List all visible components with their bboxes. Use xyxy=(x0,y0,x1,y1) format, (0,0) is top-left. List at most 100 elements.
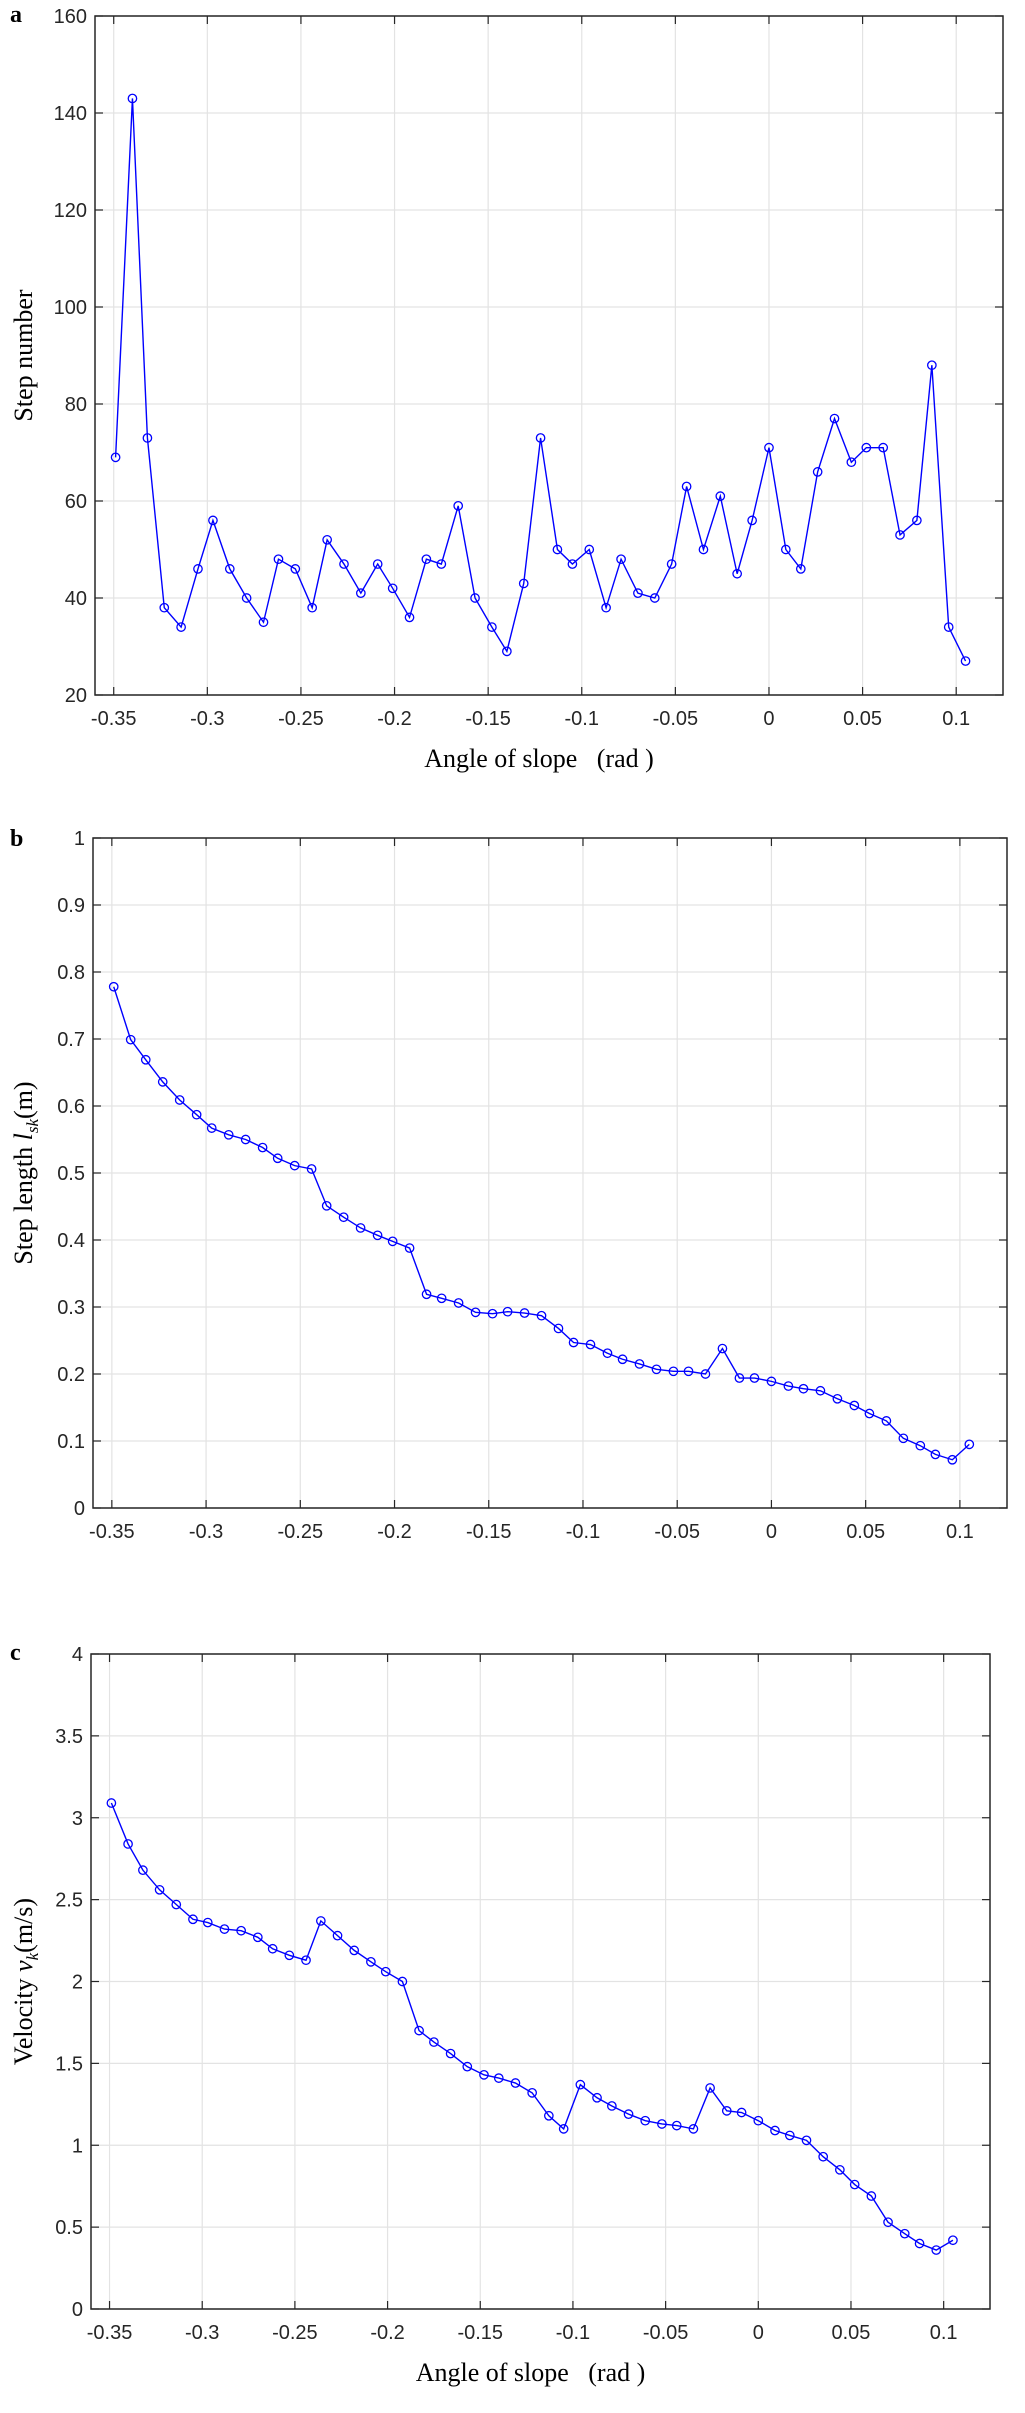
x-tick-label: 0.05 xyxy=(843,708,882,730)
y-tick-label: 0.4 xyxy=(57,1230,85,1252)
data-point-marker xyxy=(301,1955,311,1966)
data-point-marker xyxy=(123,1839,133,1849)
x-tick-label: -0.2 xyxy=(370,2322,404,2344)
data-point-marker xyxy=(224,564,235,574)
data-point-marker xyxy=(683,1366,694,1377)
data-series-line xyxy=(110,1802,954,2251)
data-point-marker xyxy=(764,442,774,453)
data-point-marker xyxy=(171,1899,182,1910)
x-tick-label: -0.35 xyxy=(91,708,137,730)
data-point-marker xyxy=(668,1366,679,1377)
data-point-marker xyxy=(272,1153,283,1164)
data-point-marker xyxy=(899,2228,910,2239)
x-tick-label: 0.05 xyxy=(832,2322,871,2344)
data-point-marker xyxy=(518,578,529,589)
y-tick-label: 0.6 xyxy=(57,1096,85,1118)
data-point-marker xyxy=(960,656,971,666)
data-point-marker xyxy=(289,1160,300,1171)
data-point-marker xyxy=(453,1298,464,1308)
x-tick-label: 0 xyxy=(753,2322,764,2344)
panel-label: b xyxy=(10,826,23,852)
data-point-marker xyxy=(157,1077,168,1087)
data-point-marker xyxy=(527,2087,538,2098)
y-tick-label: 0.8 xyxy=(57,962,85,984)
data-point-marker xyxy=(414,2025,424,2036)
data-point-marker xyxy=(784,2130,795,2141)
x-axis-ticks: -0.35 -0.3 -0.25 -0.2 -0.15 -0.1 -0.05 0 0.05 0.1 xyxy=(91,16,970,730)
data-point-marker xyxy=(878,442,889,453)
data-point-marker xyxy=(306,1164,317,1174)
data-point-marker xyxy=(700,1369,711,1379)
data-point-marker xyxy=(445,2048,456,2059)
data-point-marker xyxy=(948,2235,958,2246)
step-length-chart: -0.35 -0.3 -0.25 -0.2 -0.15 -0.1 -0.05 0 0.05 0.1… xyxy=(9,826,1008,1586)
data-point-marker xyxy=(943,622,954,632)
data-point-marker xyxy=(332,1930,343,1941)
chart-panel-c: -0.35 -0.3 -0.25 -0.2 -0.15 -0.1 -0.05 0 0.05 0.1… xyxy=(0,1560,1025,2408)
data-point-marker xyxy=(947,1454,958,1465)
data-point-marker xyxy=(110,452,121,463)
x-tick-label: -0.3 xyxy=(189,1521,223,1543)
data-point-marker xyxy=(558,2124,569,2134)
data-point-marker xyxy=(470,593,480,603)
data-point-marker xyxy=(749,1373,760,1383)
data-point-marker xyxy=(766,1376,777,1387)
velocity-chart: -0.35 -0.3 -0.25 -0.2 -0.15 -0.1 -0.05 0 0.05 0.1… xyxy=(9,1640,991,2387)
data-point-marker xyxy=(470,1307,481,1318)
data-point-marker xyxy=(404,612,415,623)
data-point-marker xyxy=(140,1054,151,1065)
data-point-marker xyxy=(307,602,318,613)
y-tick-label: 20 xyxy=(65,685,87,707)
data-point-marker xyxy=(154,1884,165,1895)
x-tick-label: 0.1 xyxy=(946,1521,974,1543)
y-tick-label: 1.5 xyxy=(55,2053,83,2075)
data-point-marker xyxy=(801,2135,812,2146)
data-point-marker xyxy=(258,617,269,628)
data-point-marker xyxy=(818,2151,829,2162)
x-tick-label: -0.1 xyxy=(566,1521,600,1543)
data-markers xyxy=(108,981,975,1465)
data-point-marker xyxy=(290,564,301,574)
data-point-marker xyxy=(666,559,677,569)
data-point-marker xyxy=(780,544,791,555)
data-series-line xyxy=(114,98,967,662)
x-tick-label: -0.25 xyxy=(272,2322,318,2344)
x-axis-label: Angle of slope (rad ) xyxy=(424,744,654,773)
x-tick-label: 0 xyxy=(766,1521,777,1543)
data-point-marker xyxy=(864,1408,875,1419)
data-point-marker xyxy=(429,2037,439,2047)
data-point-marker xyxy=(372,1230,383,1241)
data-point-marker xyxy=(964,1439,975,1450)
y-tick-label: 1 xyxy=(72,2135,83,2157)
data-point-marker xyxy=(732,568,743,579)
data-point-marker xyxy=(567,559,578,569)
data-point-marker xyxy=(240,1134,251,1145)
data-point-marker xyxy=(846,457,857,468)
chart-panel-a: -0.35 -0.3 -0.25 -0.2 -0.15 -0.1 -0.05 0 0.05 0.1… xyxy=(0,0,1025,800)
data-point-marker xyxy=(108,981,119,992)
data-point-marker xyxy=(159,602,170,613)
data-point-marker xyxy=(106,1798,117,1808)
data-point-marker xyxy=(315,1916,326,1926)
data-point-marker xyxy=(453,500,464,511)
data-point-marker xyxy=(387,1236,398,1247)
data-point-marker xyxy=(349,1945,360,1956)
data-point-marker xyxy=(380,1966,391,1977)
grid-lines xyxy=(93,837,1007,1509)
data-point-marker xyxy=(835,2164,845,2175)
data-point-marker xyxy=(502,646,512,657)
data-point-marker xyxy=(462,2061,473,2072)
data-point-marker xyxy=(623,2109,634,2119)
data-point-marker xyxy=(898,1433,909,1444)
data-point-marker xyxy=(592,2092,602,2103)
data-point-marker xyxy=(252,1932,263,1943)
data-point-marker xyxy=(273,554,284,565)
data-point-marker xyxy=(519,1308,530,1318)
data-point-marker xyxy=(487,1308,498,1319)
y-axis-label: Step length lsk(m) xyxy=(9,1081,42,1264)
data-point-marker xyxy=(633,588,643,599)
x-tick-label: -0.15 xyxy=(457,2322,503,2344)
x-tick-label: -0.15 xyxy=(466,1521,512,1543)
data-point-marker xyxy=(487,622,497,632)
data-point-marker xyxy=(284,1950,295,1961)
